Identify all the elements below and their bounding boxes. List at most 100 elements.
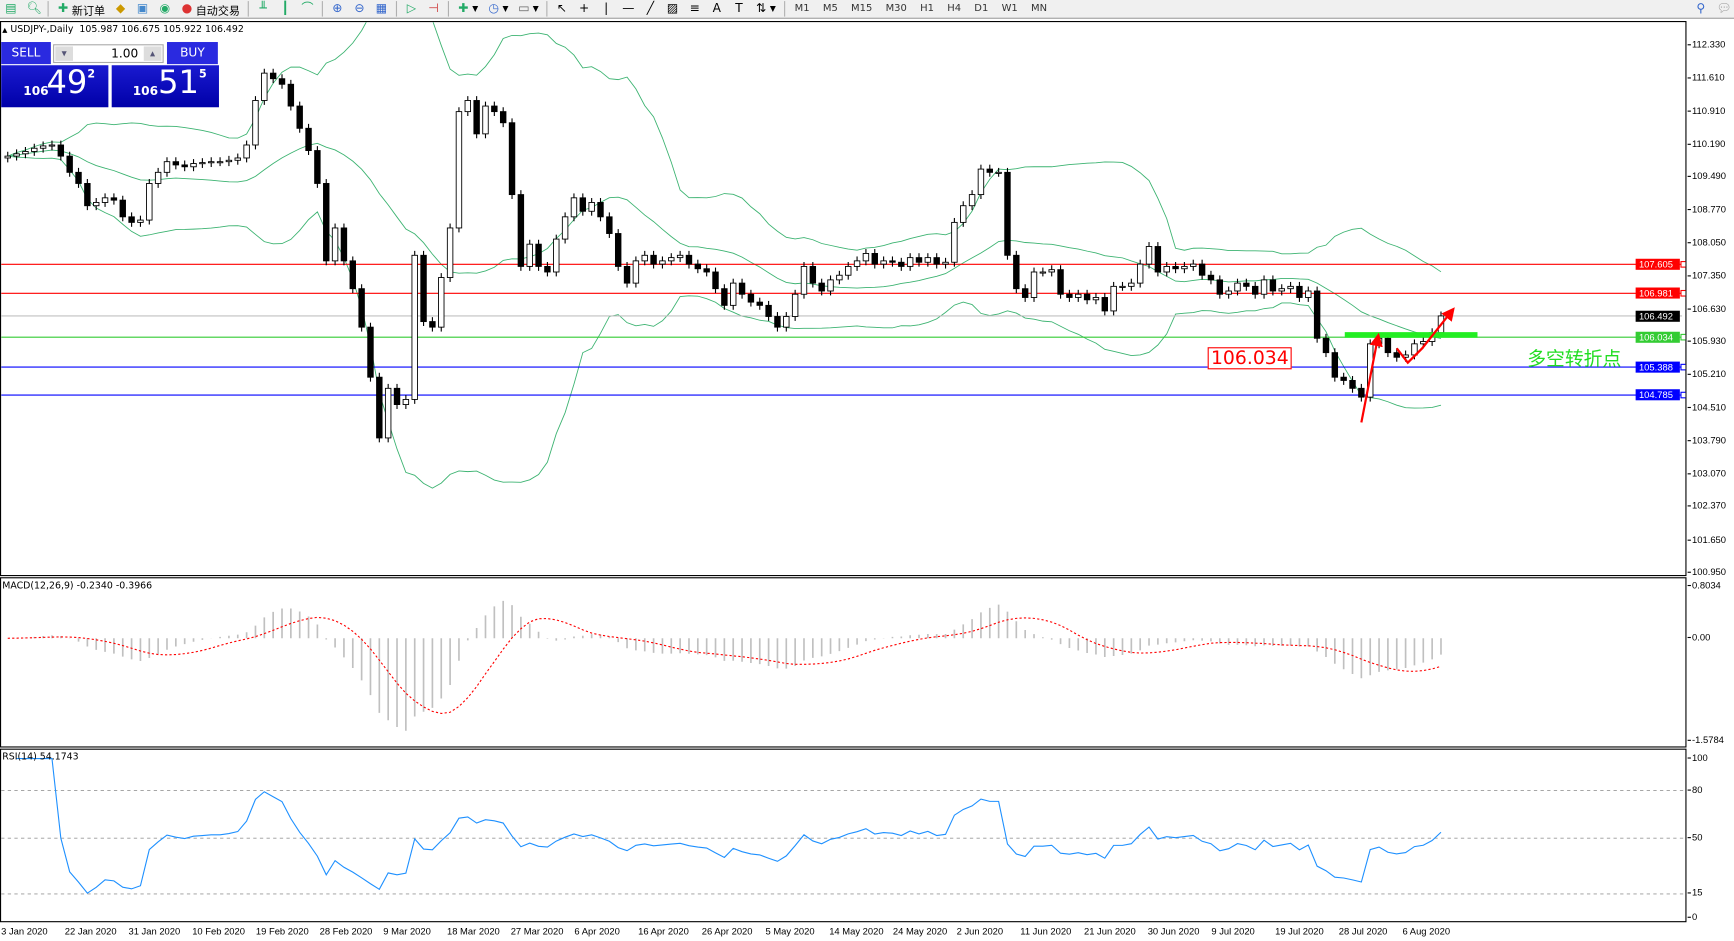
fibo-button[interactable]: ≡ (684, 1, 706, 18)
vline-button[interactable]: | (595, 1, 617, 18)
price-level-label[interactable]: 106.492 (1635, 310, 1680, 322)
indicators-button[interactable]: ✚ ▼ (452, 1, 482, 18)
market-button[interactable]: ▣ (132, 1, 154, 18)
crosshair-button[interactable]: + (573, 1, 595, 18)
macd-tick: -1.5784 (1687, 734, 1724, 746)
price-tick: 109.490 (1687, 170, 1727, 182)
price-level-label[interactable]: 105.388 (1635, 361, 1680, 373)
ask-price-button[interactable]: 106 51 5 (111, 63, 219, 108)
label-button[interactable]: T (728, 1, 750, 18)
timeframe-mn[interactable]: MN (1031, 3, 1048, 15)
bar-chart-button[interactable]: ╨ (252, 1, 274, 18)
price-level-label[interactable]: 106.034 (1635, 331, 1680, 343)
pivot-price-annotation[interactable]: 106.034 (1207, 347, 1293, 370)
chat-button[interactable]: 💬︎ (1712, 1, 1734, 18)
timeframe-w1[interactable]: W1 (1001, 3, 1018, 15)
chevron-down-icon: ▼ (769, 4, 776, 14)
bull-candle (1145, 246, 1153, 265)
sell-button[interactable]: SELL (1, 42, 51, 65)
templates-button[interactable]: ▭ ▼ (513, 1, 543, 18)
bull-candle (853, 260, 861, 267)
bid-price-button[interactable]: 106 49 2 (1, 63, 109, 108)
line-chart-button[interactable]: ⌒ (296, 1, 318, 18)
bear-candle (508, 122, 516, 196)
bear-candle (818, 282, 825, 292)
bear-candle (535, 243, 542, 267)
chart-shift-button[interactable]: ⊣ (422, 1, 444, 18)
price-axis[interactable]: 112.330 111.610 110.910 110.190 109.490 108.7… (1686, 21, 1734, 577)
lot-size-input[interactable]: ▼ 1.00 ▲ (53, 44, 164, 64)
time-axis: 3 Jan 2020 22 Jan 2020 31 Jan 2020 10 Feb 2… (0, 922, 1686, 941)
strategy-button[interactable]: ◆ (109, 1, 131, 18)
level-handle (1680, 333, 1686, 341)
bear-candle (429, 321, 436, 328)
bull-candle (154, 171, 162, 184)
price-tick: 108.770 (1687, 203, 1727, 215)
pivot-text-annotation[interactable]: 多空转折点 (1527, 348, 1622, 371)
search-button[interactable]: ⚲ (1690, 1, 1712, 18)
lot-decrease-button[interactable]: ▼ (55, 46, 73, 61)
bear-candle (1384, 337, 1392, 354)
auto-trading-button[interactable]: ● 自动交易 (176, 1, 245, 17)
channel-button[interactable]: ▨ (662, 1, 684, 18)
buy-button[interactable]: BUY (166, 42, 218, 65)
timeframe-h4[interactable]: H4 (947, 3, 962, 15)
bull-candle (163, 161, 171, 173)
date-label: 19 Feb 2020 (255, 925, 309, 937)
bar-chart-icon: ╨ (259, 1, 267, 16)
bull-candle (668, 257, 675, 262)
bull-candle (800, 265, 808, 295)
bull-candle (190, 163, 197, 168)
bull-candle (968, 194, 976, 207)
hline-button[interactable]: — (617, 1, 639, 18)
channel-icon: ▨ (666, 1, 679, 16)
cursor-button[interactable]: ↖ (551, 1, 573, 18)
timeframe-m15[interactable]: M15 (851, 3, 873, 15)
price-level-label[interactable]: 104.785 (1635, 389, 1680, 401)
new-chart-button[interactable]: ▤ (0, 1, 22, 18)
macd-pane[interactable]: MACD(12,26,9) -0.2340 -0.3966 (0, 577, 1687, 748)
bear-candle (597, 202, 604, 218)
price-chart-pane[interactable]: ▲ USDJPY-,Daily 105.987 106.675 105.922 … (0, 21, 1687, 577)
bull-candle (101, 197, 109, 203)
timeframe-m1[interactable]: M1 (794, 3, 810, 15)
timeframe-m30[interactable]: M30 (885, 3, 907, 15)
bull-candle (1075, 293, 1082, 298)
trendline-button[interactable]: ╱ (639, 1, 661, 18)
text-button[interactable]: A (706, 1, 728, 18)
macd-tick: 0.8034 (1687, 579, 1721, 591)
autoscroll-button[interactable]: ▷ (400, 1, 422, 18)
zoom-window-button[interactable]: 🔍︎ (22, 1, 44, 18)
date-label: 24 May 2020 (892, 925, 948, 937)
clock-icon: ◷ (488, 1, 499, 16)
signals-button[interactable]: ◉ (154, 1, 176, 18)
bear-candle (473, 100, 480, 135)
zoom-out-button[interactable]: ⊖ (348, 1, 370, 18)
bull-candle (261, 72, 268, 101)
date-label: 19 Jul 2020 (1275, 925, 1324, 937)
bear-candle (721, 288, 728, 306)
magnifier-icon: 🔍︎ (26, 1, 42, 16)
candle-chart-button[interactable]: ┃ (274, 1, 296, 18)
timeframe-m5[interactable]: M5 (822, 3, 838, 15)
bull-candle (791, 293, 799, 317)
bear-candle (1066, 293, 1073, 298)
timeframe-h1[interactable]: H1 (920, 3, 934, 15)
price-tick: 108.050 (1687, 237, 1727, 249)
rsi-pane[interactable]: RSI(14) 54.1743 (0, 748, 1687, 923)
new-order-button[interactable]: ✚ 新订单 (52, 1, 110, 17)
bull-candle (199, 162, 206, 165)
bear-candle (1322, 337, 1330, 354)
arrows-button[interactable]: ⇅ ▼ (750, 1, 780, 18)
bear-candle (491, 105, 498, 113)
periods-button[interactable]: ◷ ▼ (483, 1, 513, 18)
tile-windows-button[interactable]: ▦ (370, 1, 392, 18)
lot-increase-button[interactable]: ▲ (143, 46, 162, 61)
price-level-label[interactable]: 107.605 (1635, 258, 1680, 270)
zoom-in-button[interactable]: ⊕ (326, 1, 348, 18)
bear-candle (809, 265, 817, 284)
timeframe-d1[interactable]: D1 (974, 3, 989, 15)
price-level-label[interactable]: 106.981 (1635, 287, 1680, 299)
date-label: 30 Jun 2020 (1147, 925, 1200, 937)
bull-candle (1287, 285, 1294, 290)
